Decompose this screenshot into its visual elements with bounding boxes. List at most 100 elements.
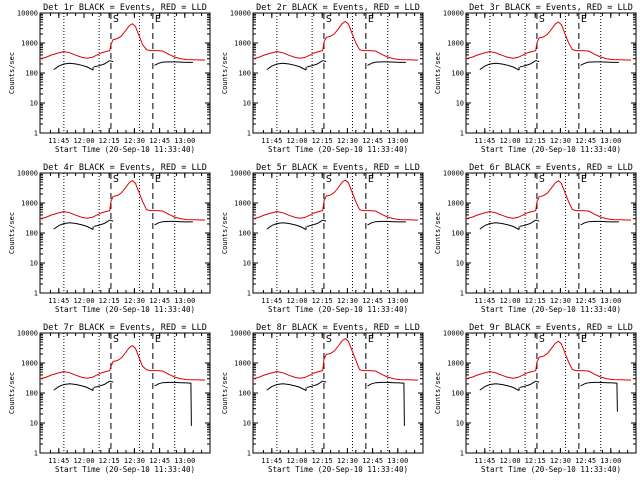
x-tick-label: 13:00	[174, 137, 195, 145]
marker-label: S	[326, 334, 332, 345]
y-tick-label: 10000	[17, 330, 38, 338]
x-tick-label: 12:00	[286, 297, 307, 305]
x-axis-label: Start Time (20-Sep-10 11:33:40)	[55, 465, 195, 474]
x-tick-label: 12:15	[312, 297, 333, 305]
plot-frame	[39, 332, 211, 454]
events-series-line	[519, 380, 536, 388]
y-tick-label: 1	[460, 290, 464, 298]
x-tick-label: 13:00	[387, 137, 408, 145]
y-tick-label: 10	[30, 420, 38, 428]
events-series-line	[53, 222, 94, 231]
panel-title: Det 7r BLACK = Events, RED = LLD	[43, 323, 207, 333]
y-tick-label: 1	[34, 130, 38, 138]
events-series-line	[322, 219, 325, 222]
x-axis-label: Start Time (20-Sep-10 11:33:40)	[481, 465, 621, 474]
events-series-line	[93, 60, 110, 68]
events-series-line	[537, 381, 540, 383]
x-axis-label: Start Time (20-Sep-10 11:33:40)	[481, 145, 621, 154]
x-tick-label: 12:45	[575, 137, 596, 145]
marker-label: E	[581, 14, 587, 25]
events-series-line	[519, 60, 536, 68]
y-tick-label: 1000	[234, 40, 251, 48]
panel-title: Det 8r BLACK = Events, RED = LLD	[256, 323, 420, 333]
y-tick-label: 10	[30, 260, 38, 268]
events-series-line	[154, 61, 193, 66]
plot-frame	[252, 332, 424, 454]
x-tick-label: 12:30	[550, 137, 571, 145]
events-series-line	[367, 220, 406, 226]
y-tick-label: 1000	[21, 360, 38, 368]
x-tick-label: 12:00	[286, 137, 307, 145]
y-tick-label: 10000	[17, 10, 38, 18]
events-series-line	[322, 60, 325, 62]
lld-series-line	[252, 179, 419, 221]
events-series-line	[479, 62, 520, 71]
x-tick-label: 12:45	[575, 457, 596, 465]
y-axis-label: Counts/sec	[8, 52, 16, 94]
x-tick-label: 11:45	[261, 457, 282, 465]
panel-3: Det 3r BLACK = Events, RED = LLD 1 10 100 10…	[434, 3, 637, 154]
marker-label: S	[539, 174, 545, 185]
x-tick-label: 12:45	[362, 457, 383, 465]
marker-label: S	[113, 14, 119, 25]
panel-title: Det 2r BLACK = Events, RED = LLD	[256, 3, 420, 13]
y-tick-label: 100	[25, 390, 38, 398]
y-tick-label: 10	[30, 100, 38, 108]
panel-6: Det 6r BLACK = Events, RED = LLD 1 10 100 10…	[434, 163, 637, 314]
events-series-line	[109, 60, 112, 62]
panel-title: Det 6r BLACK = Events, RED = LLD	[469, 163, 633, 173]
y-tick-label: 1000	[21, 40, 38, 48]
marker-label: E	[155, 334, 161, 345]
x-tick-label: 11:45	[48, 137, 69, 145]
y-tick-label: 10	[456, 420, 464, 428]
x-tick-label: 12:30	[337, 297, 358, 305]
marker-label: S	[113, 334, 119, 345]
panel-title: Det 4r BLACK = Events, RED = LLD	[43, 163, 207, 173]
plot-frame	[465, 172, 637, 294]
x-axis-label: Start Time (20-Sep-10 11:33:40)	[55, 305, 195, 314]
x-tick-label: 11:45	[261, 137, 282, 145]
x-tick-label: 12:15	[525, 297, 546, 305]
panel-title: Det 1r BLACK = Events, RED = LLD	[43, 3, 207, 13]
plot-frame	[252, 12, 424, 134]
x-axis-label: Start Time (20-Sep-10 11:33:40)	[268, 465, 408, 474]
events-series-line	[111, 60, 114, 63]
events-series-line	[479, 383, 520, 392]
marker-label: E	[155, 14, 161, 25]
events-series-line	[93, 219, 110, 227]
x-axis-label: Start Time (20-Sep-10 11:33:40)	[481, 305, 621, 314]
x-tick-label: 12:45	[149, 457, 170, 465]
y-tick-label: 100	[238, 390, 251, 398]
events-series-line	[535, 219, 538, 222]
x-tick-label: 12:45	[149, 137, 170, 145]
x-tick-label: 12:00	[73, 137, 94, 145]
events-series-line	[53, 62, 94, 71]
events-series-line	[306, 219, 323, 227]
y-tick-label: 10	[243, 260, 251, 268]
events-series-line	[537, 60, 540, 63]
y-tick-label: 10	[243, 420, 251, 428]
plot-frame	[39, 172, 211, 294]
y-tick-label: 1000	[447, 360, 464, 368]
lld-series-line	[39, 23, 206, 61]
lld-series-line	[252, 20, 419, 61]
panel-1: Det 1r BLACK = Events, RED = LLD 1 10 100 10…	[8, 3, 211, 154]
y-axis-label: Counts/sec	[221, 212, 229, 254]
y-tick-label: 10000	[443, 170, 464, 178]
y-axis-label: Counts/sec	[221, 52, 229, 94]
marker-label: E	[155, 174, 161, 185]
y-tick-label: 1000	[21, 200, 38, 208]
panel-4: Det 4r BLACK = Events, RED = LLD 1 10 100 10…	[8, 163, 211, 314]
x-tick-label: 12:15	[99, 297, 120, 305]
events-series-line	[154, 220, 193, 226]
x-tick-label: 12:15	[525, 137, 546, 145]
lld-series-line	[465, 340, 632, 381]
x-tick-label: 11:45	[474, 137, 495, 145]
x-tick-label: 11:45	[474, 297, 495, 305]
events-series-line	[53, 383, 94, 392]
y-axis-label: Counts/sec	[8, 212, 16, 254]
y-tick-label: 100	[451, 70, 464, 78]
marker-label: S	[539, 334, 545, 345]
x-tick-label: 11:45	[261, 297, 282, 305]
